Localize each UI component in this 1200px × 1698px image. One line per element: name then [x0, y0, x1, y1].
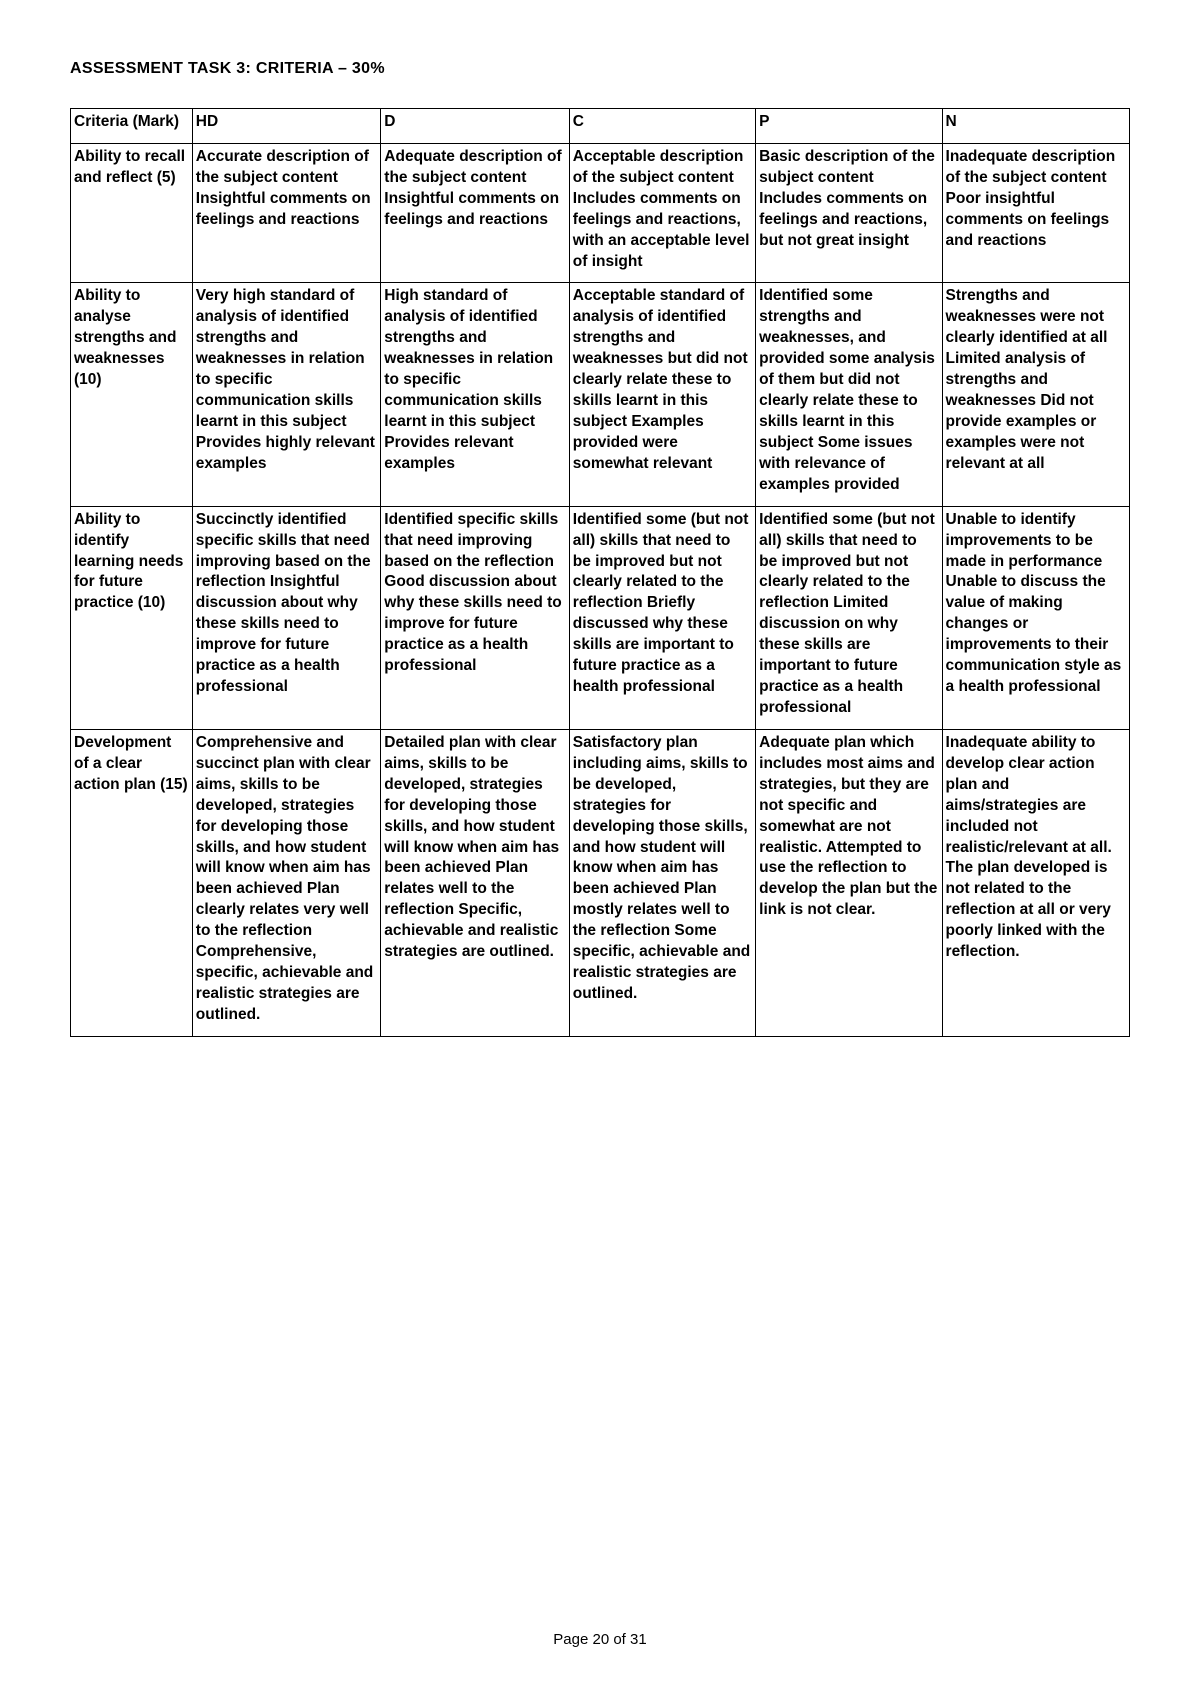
criteria-cell: Ability to identify learning needs for f… — [71, 506, 193, 729]
table-row: Ability to analyse strengths and weaknes… — [71, 283, 1130, 506]
table-row: Development of a clear action plan (15) … — [71, 729, 1130, 1036]
d-cell: High standard of analysis of identified … — [381, 283, 570, 506]
hd-cell: Comprehensive and succinct plan with cle… — [192, 729, 381, 1036]
hd-cell: Very high standard of analysis of identi… — [192, 283, 381, 506]
table-row: Ability to identify learning needs for f… — [71, 506, 1130, 729]
rubric-table: Criteria (Mark) HD D C P N Ability to re… — [70, 108, 1130, 1037]
d-cell: Identified specific skills that need imp… — [381, 506, 570, 729]
header-c: C — [569, 109, 755, 144]
criteria-cell: Ability to recall and reflect (5) — [71, 143, 193, 283]
p-cell: Basic description of the subject content… — [756, 143, 942, 283]
n-cell: Inadequate description of the subject co… — [942, 143, 1129, 283]
header-p: P — [756, 109, 942, 144]
c-cell: Satisfactory plan including aims, skills… — [569, 729, 755, 1036]
header-n: N — [942, 109, 1129, 144]
c-cell: Acceptable description of the subject co… — [569, 143, 755, 283]
n-cell: Inadequate ability to develop clear acti… — [942, 729, 1129, 1036]
table-header-row: Criteria (Mark) HD D C P N — [71, 109, 1130, 144]
p-cell: Identified some (but not all) skills tha… — [756, 506, 942, 729]
hd-cell: Accurate description of the subject cont… — [192, 143, 381, 283]
n-cell: Unable to identify improvements to be ma… — [942, 506, 1129, 729]
c-cell: Identified some (but not all) skills tha… — [569, 506, 755, 729]
c-cell: Acceptable standard of analysis of ident… — [569, 283, 755, 506]
page-footer: Page 20 of 31 — [0, 1631, 1200, 1648]
header-criteria: Criteria (Mark) — [71, 109, 193, 144]
d-cell: Detailed plan with clear aims, skills to… — [381, 729, 570, 1036]
criteria-cell: Ability to analyse strengths and weaknes… — [71, 283, 193, 506]
criteria-cell: Development of a clear action plan (15) — [71, 729, 193, 1036]
page-title: ASSESSMENT TASK 3: CRITERIA – 30% — [70, 60, 1130, 78]
hd-cell: Succinctly identified specific skills th… — [192, 506, 381, 729]
header-d: D — [381, 109, 570, 144]
d-cell: Adequate description of the subject cont… — [381, 143, 570, 283]
p-cell: Adequate plan which includes most aims a… — [756, 729, 942, 1036]
n-cell: Strengths and weaknesses were not clearl… — [942, 283, 1129, 506]
table-row: Ability to recall and reflect (5) Accura… — [71, 143, 1130, 283]
p-cell: Identified some strengths and weaknesses… — [756, 283, 942, 506]
header-hd: HD — [192, 109, 381, 144]
